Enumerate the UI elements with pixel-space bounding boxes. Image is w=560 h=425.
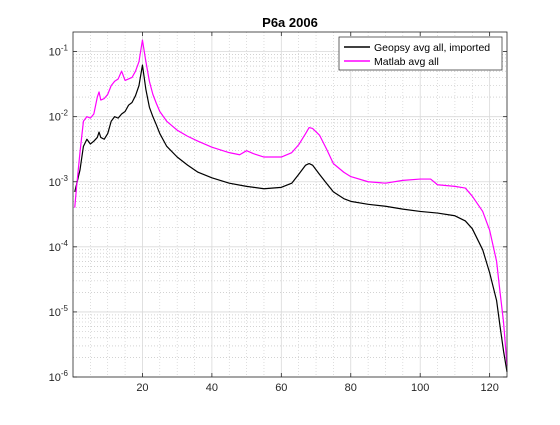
x-tick-label: 20: [136, 382, 148, 394]
x-axis-ticks: 20 40 60 80 100 120: [136, 32, 499, 394]
legend-entry: Matlab avg all: [374, 56, 439, 68]
series-line-2: [74, 39, 508, 366]
y-tick-label: 10-2: [49, 109, 69, 124]
x-tick-label: 80: [345, 382, 357, 394]
y-axis-ticks: 10-6 10-5 10-4 10-3 10-2 10-1: [49, 44, 507, 384]
legend: Geopsy avg all, imported Matlab avg all: [338, 36, 503, 71]
legend-box: [338, 36, 503, 71]
x-tick-label: 120: [480, 382, 498, 394]
chart-title: P6a 2006: [262, 15, 318, 30]
grid-lines: [73, 32, 507, 378]
series-line-1: [74, 64, 508, 372]
y-tick-label: 10-1: [49, 44, 69, 59]
axes-box: [72, 31, 508, 378]
plot-area: 20 40 60 80 100 120 10-6 10-5 10-4 10-3 10-2 10-1 Ge…: [49, 31, 508, 394]
series-lines: [74, 39, 508, 372]
plot-background: [73, 32, 507, 377]
x-tick-label: 40: [206, 382, 218, 394]
legend-entry: Geopsy avg all, imported: [374, 42, 490, 54]
x-tick-label: 100: [411, 382, 429, 394]
y-tick-label: 10-3: [49, 174, 69, 189]
y-tick-label: 10-6: [49, 369, 69, 384]
x-tick-label: 60: [275, 382, 287, 394]
y-tick-label: 10-5: [49, 304, 69, 319]
y-tick-label: 10-4: [49, 239, 69, 254]
